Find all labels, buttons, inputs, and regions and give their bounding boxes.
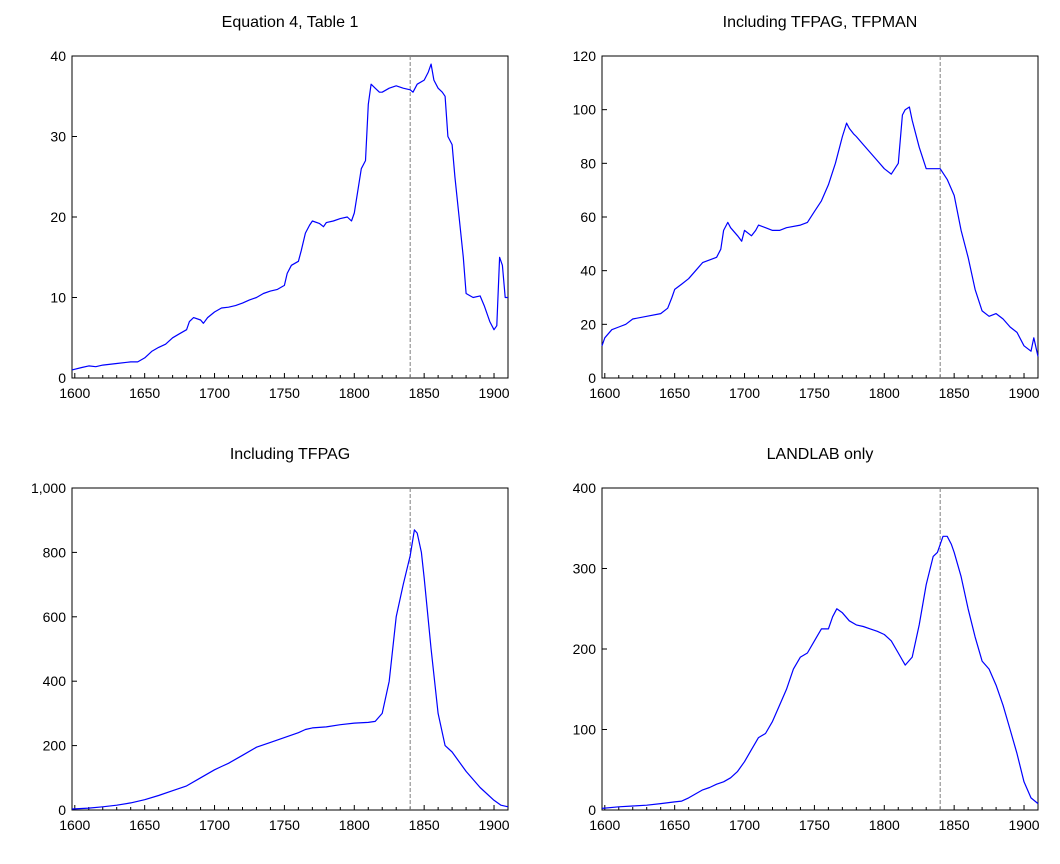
- y-tick-label: 80: [580, 155, 596, 171]
- y-tick-label: 800: [43, 544, 67, 560]
- x-tick-label: 1800: [869, 817, 900, 833]
- x-tick-label: 1800: [339, 817, 370, 833]
- y-tick-label: 400: [43, 673, 67, 689]
- x-tick-label: 1750: [269, 385, 300, 401]
- chart-svg-1: Equation 4, Table 1 0 10 20 30 40 1600 1650 170…: [50, 14, 509, 401]
- x-tick-label: 1750: [799, 385, 830, 401]
- x-tick-label: 1650: [129, 817, 160, 833]
- series-line: [71, 529, 509, 810]
- chart-title: LANDLAB only: [767, 446, 874, 463]
- chart-svg-3: Including TFPAG 0 200 400 600 800 1,000 1600 16…: [31, 446, 510, 833]
- series-line: [71, 63, 508, 371]
- x-tick-label: 1850: [409, 817, 440, 833]
- plot-frame: [71, 487, 509, 811]
- y-tick-label: 20: [580, 316, 596, 332]
- y-tick-label: 0: [588, 802, 596, 818]
- chart-panel-3: Including TFPAG 0 200 400 600 800 1,000 1600 16…: [0, 432, 530, 864]
- chart-panel-4: LANDLAB only 0 100 200 300 400 1600 1650 1700 17…: [530, 432, 1060, 864]
- y-tick-label: 1,000: [31, 480, 66, 496]
- y-tick-label: 10: [50, 290, 66, 306]
- x-tick-label: 1850: [409, 385, 440, 401]
- chart-svg-2: Including TFPAG, TFPMAN 0 20 40 60 80 100 120 1…: [573, 14, 1040, 401]
- x-tick-label: 1850: [939, 817, 970, 833]
- x-tick-label: 1650: [129, 385, 160, 401]
- y-tick-label: 100: [573, 102, 597, 118]
- plot-frame: [601, 487, 1039, 811]
- series-line: [601, 106, 1039, 357]
- x-tick-label: 1600: [589, 817, 620, 833]
- y-tick-label: 60: [580, 209, 596, 225]
- x-tick-label: 1600: [589, 385, 620, 401]
- y-tick-label: 400: [573, 480, 597, 496]
- x-tick-label: 1850: [939, 385, 970, 401]
- x-tick-label: 1900: [1008, 817, 1039, 833]
- y-tick-label: 0: [58, 802, 66, 818]
- chart-panel-2: Including TFPAG, TFPMAN 0 20 40 60 80 100 120 1…: [530, 0, 1060, 432]
- y-tick-label: 40: [580, 263, 596, 279]
- x-tick-label: 1800: [339, 385, 370, 401]
- x-tick-label: 1600: [59, 817, 90, 833]
- x-tick-label: 1900: [478, 385, 509, 401]
- x-tick-label: 1700: [729, 817, 760, 833]
- y-tick-label: 20: [50, 209, 66, 225]
- y-tick-label: 30: [50, 129, 66, 145]
- x-tick-label: 1900: [478, 817, 509, 833]
- y-tick-label: 120: [573, 48, 597, 64]
- chart-title: Including TFPAG, TFPMAN: [723, 14, 918, 31]
- plot-frame: [601, 55, 1039, 379]
- y-tick-label: 0: [588, 370, 596, 386]
- x-tick-label: 1700: [199, 817, 230, 833]
- series-line: [601, 535, 1039, 809]
- x-tick-label: 1800: [869, 385, 900, 401]
- chart-svg-4: LANDLAB only 0 100 200 300 400 1600 1650 1700 17…: [573, 446, 1040, 833]
- y-tick-label: 100: [573, 722, 597, 738]
- y-tick-label: 300: [573, 561, 597, 577]
- x-tick-label: 1700: [729, 385, 760, 401]
- y-tick-label: 0: [58, 370, 66, 386]
- y-tick-label: 40: [50, 48, 66, 64]
- plot-frame: [71, 55, 509, 379]
- y-tick-label: 600: [43, 609, 67, 625]
- x-tick-label: 1750: [269, 817, 300, 833]
- x-tick-label: 1600: [59, 385, 90, 401]
- y-tick-label: 200: [573, 641, 597, 657]
- x-tick-label: 1650: [659, 385, 690, 401]
- x-tick-label: 1650: [659, 817, 690, 833]
- x-tick-label: 1900: [1008, 385, 1039, 401]
- x-tick-label: 1750: [799, 817, 830, 833]
- chart-title: Equation 4, Table 1: [222, 14, 359, 31]
- chart-title: Including TFPAG: [230, 446, 350, 463]
- x-tick-label: 1700: [199, 385, 230, 401]
- y-tick-label: 200: [43, 738, 67, 754]
- chart-panel-1: Equation 4, Table 1 0 10 20 30 40 1600 1650 170…: [0, 0, 530, 432]
